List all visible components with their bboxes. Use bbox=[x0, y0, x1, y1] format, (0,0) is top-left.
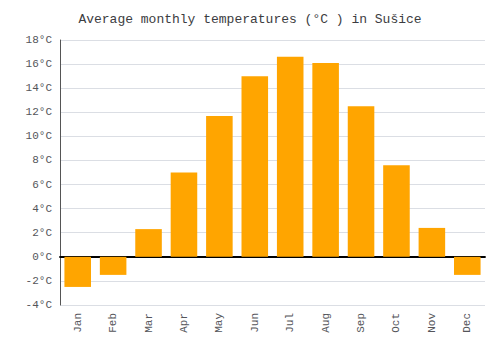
svg-text:Jul: Jul bbox=[284, 313, 296, 333]
svg-text:8°C: 8°C bbox=[32, 154, 52, 166]
svg-text:0°C: 0°C bbox=[32, 251, 52, 263]
svg-text:2°C: 2°C bbox=[32, 227, 52, 239]
svg-text:10°C: 10°C bbox=[26, 130, 53, 142]
svg-text:Nov: Nov bbox=[426, 313, 438, 333]
svg-text:4°C: 4°C bbox=[32, 203, 52, 215]
svg-text:Average monthly temperatures (: Average monthly temperatures (°C ) in Su… bbox=[78, 12, 421, 27]
svg-text:Dec: Dec bbox=[461, 313, 473, 333]
svg-text:Apr: Apr bbox=[178, 313, 190, 333]
svg-text:6°C: 6°C bbox=[32, 179, 52, 191]
svg-text:Aug: Aug bbox=[320, 313, 332, 333]
svg-text:Sep: Sep bbox=[355, 313, 367, 333]
svg-text:Oct: Oct bbox=[390, 313, 402, 333]
svg-text:Jun: Jun bbox=[249, 313, 261, 333]
svg-text:14°C: 14°C bbox=[26, 82, 53, 94]
svg-text:-2°C: -2°C bbox=[26, 275, 53, 287]
svg-text:16°C: 16°C bbox=[26, 58, 53, 70]
svg-text:Mar: Mar bbox=[143, 313, 155, 333]
svg-text:Feb: Feb bbox=[107, 313, 119, 333]
svg-text:Jan: Jan bbox=[72, 313, 84, 333]
svg-text:12°C: 12°C bbox=[26, 106, 53, 118]
svg-text:-4°C: -4°C bbox=[26, 299, 53, 311]
svg-text:May: May bbox=[213, 313, 225, 333]
svg-text:18°C: 18°C bbox=[26, 34, 53, 46]
